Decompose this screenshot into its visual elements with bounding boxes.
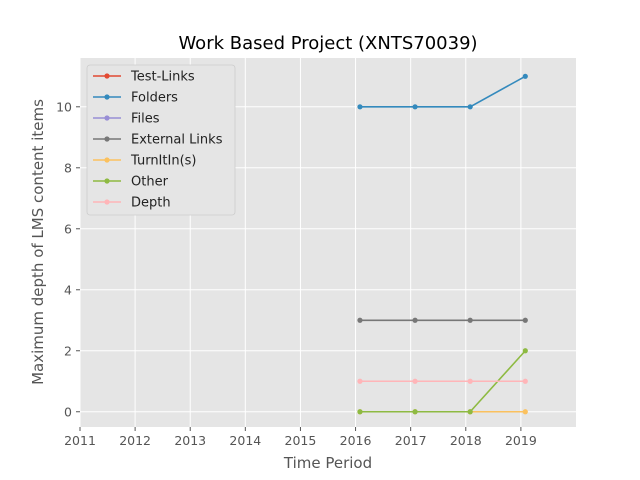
series-line-folders bbox=[359, 75, 526, 108]
data-point-external-links bbox=[357, 317, 363, 323]
data-point-depth bbox=[412, 378, 418, 384]
legend-label: Test-Links bbox=[130, 70, 195, 85]
legend-marker bbox=[104, 94, 110, 100]
legend-marker bbox=[104, 73, 110, 79]
x-tick-label: 2016 bbox=[340, 433, 372, 448]
y-tick-label: 6 bbox=[64, 221, 72, 236]
x-tick-label: 2011 bbox=[64, 433, 96, 448]
y-tick-label: 8 bbox=[64, 160, 72, 175]
legend-label: TurnItIn(s) bbox=[130, 154, 196, 169]
data-point-external-links bbox=[412, 317, 418, 323]
data-point-folders bbox=[357, 104, 363, 110]
legend-item: Files bbox=[93, 112, 160, 127]
x-axis-ticks: 2011 2012 2013 2014 2015 2016 2017 2018 2019 bbox=[64, 427, 537, 448]
legend-item: Folders bbox=[93, 91, 178, 106]
legend-item: TurnItIn(s) bbox=[93, 154, 196, 169]
legend-marker bbox=[104, 199, 110, 205]
series-depth bbox=[357, 378, 528, 384]
y-axis-label: Maximum depth of LMS content items bbox=[29, 99, 47, 385]
x-tick-label: 2015 bbox=[285, 433, 317, 448]
data-point-other bbox=[467, 409, 473, 415]
legend-marker bbox=[104, 178, 110, 184]
y-tick-label: 2 bbox=[64, 343, 72, 358]
y-axis-ticks: 0 2 4 6 8 10 bbox=[56, 99, 80, 419]
legend-label: Depth bbox=[131, 196, 171, 211]
data-point-depth bbox=[522, 378, 528, 384]
data-point-folders bbox=[522, 73, 528, 79]
legend-label: Other bbox=[131, 175, 169, 190]
data-point-external-links bbox=[467, 317, 473, 323]
series-folders bbox=[357, 73, 528, 110]
x-tick-label: 2018 bbox=[450, 433, 482, 448]
legend-label: Folders bbox=[131, 91, 178, 106]
legend-item: External Links bbox=[93, 133, 223, 148]
data-point-other bbox=[357, 409, 363, 415]
x-tick-label: 2013 bbox=[174, 433, 206, 448]
legend-item: Other bbox=[93, 175, 169, 190]
y-tick-label: 0 bbox=[64, 404, 72, 419]
x-tick-label: 2012 bbox=[119, 433, 151, 448]
legend-label: External Links bbox=[131, 133, 223, 148]
legend-frame bbox=[86, 64, 236, 216]
x-axis-label: Time Period bbox=[283, 454, 372, 472]
data-point-folders bbox=[412, 104, 418, 110]
x-tick-label: 2017 bbox=[395, 433, 427, 448]
x-tick-label: 2014 bbox=[229, 433, 261, 448]
legend-marker bbox=[104, 136, 110, 142]
chart-title: Work Based Project (XNTS70039) bbox=[178, 33, 477, 54]
data-point-other bbox=[412, 409, 418, 415]
series-external-links bbox=[357, 317, 528, 323]
legend-item: Test-Links bbox=[93, 70, 195, 85]
legend: Test-Links Folders Files External Links Turn… bbox=[86, 64, 236, 216]
legend-label: Files bbox=[131, 112, 160, 127]
y-tick-label: 4 bbox=[64, 282, 72, 297]
y-tick-label: 10 bbox=[56, 99, 72, 114]
x-tick-label: 2019 bbox=[505, 433, 537, 448]
legend-marker bbox=[104, 115, 110, 121]
data-point-folders bbox=[467, 104, 473, 110]
data-point-depth bbox=[467, 378, 473, 384]
series-layer bbox=[357, 73, 528, 415]
data-point-depth bbox=[357, 378, 363, 384]
data-point-turnitin-s bbox=[522, 409, 528, 415]
data-point-external-links bbox=[522, 317, 528, 323]
data-point-other bbox=[522, 348, 528, 354]
legend-item: Depth bbox=[93, 196, 171, 211]
legend-marker bbox=[104, 157, 110, 163]
